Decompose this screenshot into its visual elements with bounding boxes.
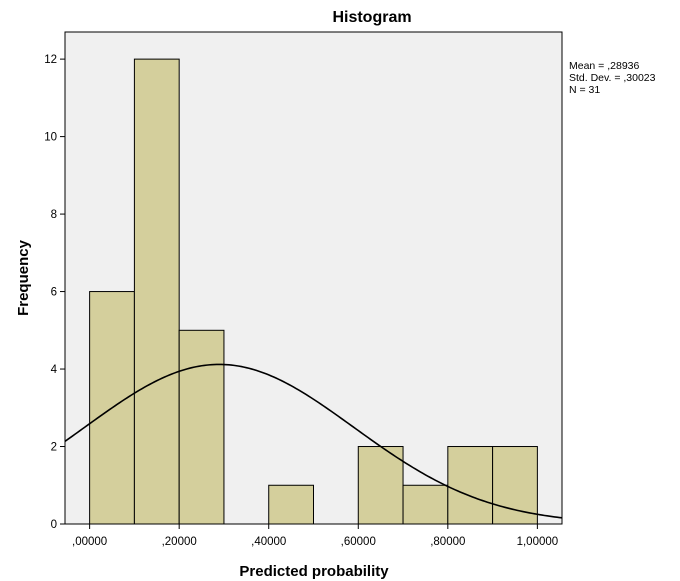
y-tick-label-2: 4 <box>51 364 58 376</box>
y-tick-label-1: 2 <box>51 442 57 454</box>
y-tick-label-6: 12 <box>44 54 57 66</box>
y-tick-label-0: 0 <box>51 519 57 531</box>
y-axis: 0 2 4 6 8 10 12 <box>44 54 65 531</box>
histogram-bar-9 <box>492 446 538 525</box>
x-tick-label-3: ,60000 <box>341 536 376 548</box>
x-axis: ,00000 ,20000 ,40000 ,60000 ,80000 1,00000 <box>72 524 558 548</box>
histogram-bar-1 <box>133 58 180 525</box>
histogram-bar-8 <box>447 446 494 525</box>
histogram-bar-7 <box>402 484 449 525</box>
histogram-bar-4 <box>268 484 314 525</box>
x-axis-label: Predicted probability <box>239 563 389 580</box>
normal-curve <box>64 363 563 519</box>
x-tick-label-2: ,40000 <box>251 536 286 548</box>
y-axis-label: Frequency <box>15 239 32 316</box>
histogram-bar-6 <box>357 446 404 525</box>
x-tick-label-1: ,20000 <box>162 536 197 548</box>
y-tick-label-5: 10 <box>44 132 57 144</box>
y-tick-label-3: 6 <box>51 287 57 299</box>
x-tick-label-5: 1,00000 <box>517 536 559 548</box>
stat-std-dev: Std. Dev. = ,30023 <box>569 72 656 84</box>
y-tick-label-4: 8 <box>51 209 57 221</box>
x-tick-label-4: ,80000 <box>430 536 465 548</box>
histogram-bar-2 <box>178 329 225 525</box>
stat-mean: Mean = ,28936 <box>569 60 640 72</box>
stats-box: Mean = ,28936 Std. Dev. = ,30023 N = 31 <box>569 60 656 96</box>
chart-title: Histogram <box>332 9 411 26</box>
stat-n: N = 31 <box>569 84 600 96</box>
x-tick-label-0: ,00000 <box>72 536 107 548</box>
bars-group <box>89 58 538 525</box>
